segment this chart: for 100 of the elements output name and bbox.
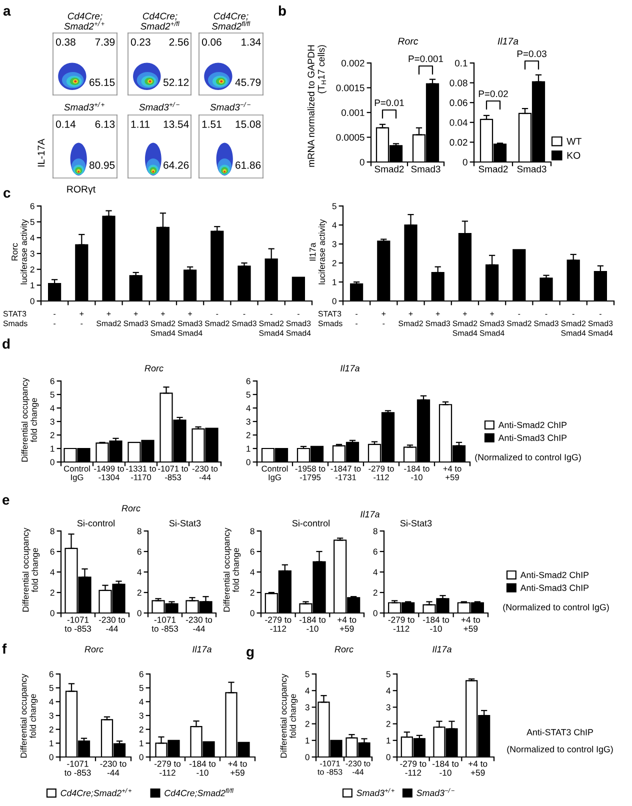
text: d: [2, 338, 10, 349]
legend-label: Smad3$^{+/+}$: [356, 788, 394, 796]
y-tick-label: 0: [373, 610, 378, 616]
y-tick-label: 0: [30, 298, 34, 304]
y-tick-label: 2: [139, 726, 144, 732]
y-tick-label: 0.0005: [336, 134, 364, 141]
chart-title: Rorc: [334, 646, 354, 652]
x-tick-label: -279 to -112: [400, 760, 426, 776]
legend-label: Anti-Smad3 ChIP: [520, 584, 589, 591]
y-tick-label: 0.08: [450, 80, 468, 86]
y-tick-label: 0: [137, 610, 142, 616]
chart-title: Il17a: [432, 646, 452, 652]
y-tick-label: 1: [246, 446, 250, 452]
y-axis-title: Differential occupancy fold change: [280, 674, 298, 758]
text: 13.54: [164, 120, 189, 128]
y-tick-label: 4: [50, 569, 54, 576]
text: Smad3$^{+/+}$: [64, 102, 104, 111]
legend-label: KO: [567, 152, 580, 159]
chart-subtitle: Si-Stat3: [400, 520, 432, 526]
text: 1.51: [202, 120, 222, 128]
y-tick-label: 0: [50, 459, 54, 466]
chart-title: Il17a: [498, 37, 518, 45]
y-tick-label: 8: [137, 528, 142, 534]
y-tick-label: 3: [50, 418, 54, 425]
text: Cd4Cre; Smad2$^{fl/fl}$: [212, 12, 250, 30]
y-tick-label: 0: [139, 754, 144, 760]
x-tick-label: -1071 to -853: [64, 760, 91, 776]
y-tick-label: 3: [139, 712, 144, 719]
x-tick-label: +4 to +59: [338, 616, 356, 632]
x-tick-label: -184 to -10: [299, 616, 326, 632]
x-tick-label: +4 to +59: [443, 466, 462, 480]
y-tick-label: 4: [332, 222, 336, 228]
text: IL-17A: [38, 138, 45, 166]
y-axis-title: Differential occupancy fold change: [223, 528, 241, 612]
legend-label: WT: [566, 138, 582, 145]
text: 0.14: [56, 120, 76, 128]
text: 45.79: [235, 78, 261, 86]
y-tick-label: 2: [332, 260, 336, 266]
text: 0.23: [130, 38, 150, 46]
chart-subtitle: Si-control: [77, 520, 114, 526]
x-tick-label: -184 to -10: [432, 760, 459, 776]
x-tick-label: -279 to -112: [388, 616, 414, 632]
text: 0.38: [56, 38, 76, 46]
y-axis-title: Differential occupancy fold change: [21, 378, 39, 462]
x-tick-label: -184 to -10: [422, 616, 450, 632]
x-tick-label: -230 to -44: [192, 466, 218, 480]
text: e: [2, 497, 10, 505]
text: 80.95: [89, 161, 115, 169]
y-tick-label: 4: [246, 405, 250, 412]
y-tick-label: 0: [250, 610, 254, 616]
y-tick-label: 5: [246, 392, 250, 398]
x-tick-label: -230 to -44: [186, 616, 212, 632]
y-tick-label: 5: [30, 219, 34, 226]
text: P=0.03: [517, 50, 546, 58]
y-tick-label: 3: [305, 704, 310, 710]
y-tick-label: 0: [386, 754, 390, 760]
text: (Normalized to control IgG): [503, 604, 609, 612]
y-tick-label: 4: [373, 569, 378, 576]
x-tick-label: -1331 to -1170: [126, 466, 156, 480]
y-tick-label: 4: [137, 569, 142, 576]
text: (Normalized to control IgG): [507, 746, 613, 754]
y-tick-label: 2: [137, 590, 142, 596]
chart-title: Il17a: [360, 510, 380, 518]
x-tick-label: -1071 to -853: [318, 760, 342, 775]
y-tick-label: 0.06: [450, 99, 468, 106]
y-tick-label: 4: [386, 688, 390, 694]
text: 2.56: [169, 38, 189, 46]
y-tick-label: 0: [360, 158, 364, 166]
y-tick-label: 6: [30, 203, 34, 210]
y-tick-label: 5: [49, 685, 54, 692]
y-tick-label: 4: [49, 698, 54, 705]
chart-subtitle: Si-Stat3: [169, 520, 201, 526]
y-tick-label: 5: [386, 671, 390, 678]
chart-title: Rorc: [122, 505, 140, 512]
x-tick-label: -279 to -112: [154, 760, 181, 776]
y-tick-label: 3: [30, 250, 34, 257]
x-tick-label: +4 to +59: [468, 760, 488, 776]
x-tick-label: Smad3: [411, 165, 440, 172]
y-tick-label: 2: [250, 590, 254, 596]
y-tick-label: 3: [332, 241, 336, 248]
text: 64.26: [164, 161, 189, 169]
text: P=0.001: [408, 55, 444, 62]
text: Smad3$^{−/−}$: [210, 102, 250, 111]
y-tick-label: 2: [49, 726, 54, 732]
chart-title: Il17a: [340, 364, 360, 372]
y-axis-title: Rorc luciferase activity: [12, 219, 29, 284]
text: Cd4Cre; Smad2$^{+/fl}$: [140, 12, 180, 30]
y-tick-label: 0: [305, 754, 310, 760]
text: b: [278, 6, 286, 16]
y-tick-label: 1: [140, 740, 144, 746]
y-tick-label: 3: [386, 704, 390, 710]
x-tick-label: Smad3: [517, 165, 546, 172]
text: RORγt: [67, 186, 96, 195]
text: 52.12: [163, 78, 189, 86]
text: 15.08: [236, 120, 261, 128]
y-axis-title: Il17a luciferase activity: [309, 219, 327, 284]
y-tick-label: 2: [246, 432, 250, 438]
y-tick-label: 0.1: [454, 60, 468, 67]
x-tick-label: -184 to -10: [404, 466, 430, 480]
text: 7.39: [95, 38, 115, 46]
